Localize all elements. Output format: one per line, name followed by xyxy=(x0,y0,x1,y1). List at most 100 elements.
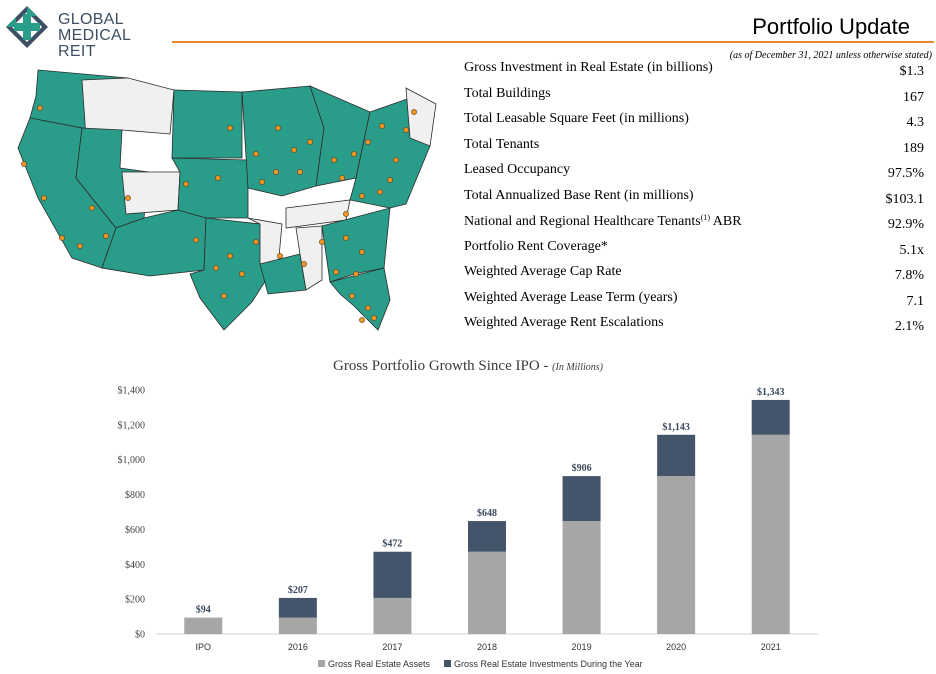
stat-row: Total Annualized Base Rent (in millions)… xyxy=(464,186,924,212)
stat-label: Gross Investment in Real Estate (in bill… xyxy=(464,60,713,76)
stat-value: $1.3 xyxy=(899,64,925,79)
bar-assets xyxy=(184,617,223,634)
property-marker xyxy=(125,195,131,201)
property-marker xyxy=(103,233,109,239)
property-marker xyxy=(41,195,47,201)
stat-row: Total Leasable Square Feet (in millions)… xyxy=(464,109,924,135)
property-marker xyxy=(411,109,417,115)
stat-value: $103.1 xyxy=(885,191,925,207)
x-tick-label: 2019 xyxy=(572,642,592,652)
property-marker xyxy=(221,293,227,299)
stat-value: 167 xyxy=(903,89,924,105)
stat-label: Total Tenants xyxy=(464,137,539,153)
us-portfolio-map xyxy=(17,69,437,331)
property-marker xyxy=(349,293,355,299)
portfolio-stats: Gross Investment in Real Estate (in bill… xyxy=(464,58,924,339)
stat-footnote-ref: (1) xyxy=(700,213,711,222)
property-marker xyxy=(379,123,385,129)
stat-row: Portfolio Rent Coverage* 5.1x xyxy=(464,237,924,263)
property-marker xyxy=(77,243,83,249)
bar-assets xyxy=(657,476,696,634)
property-marker xyxy=(227,125,233,131)
property-marker xyxy=(351,151,357,157)
property-marker xyxy=(403,127,409,133)
y-tick-label: $1,000 xyxy=(118,455,146,466)
property-marker xyxy=(239,271,245,277)
stat-label-text: Weighted Average Cap Rate xyxy=(464,264,622,279)
x-tick-label: IPO xyxy=(196,642,212,652)
stat-value: 189 xyxy=(903,140,924,156)
stat-label-text: Total Tenants xyxy=(464,136,540,152)
property-marker xyxy=(59,235,65,241)
property-marker xyxy=(277,253,283,259)
stat-label-text: Total Annualized Base Rent (in millions) xyxy=(464,187,694,203)
y-tick-label: $800 xyxy=(125,490,145,501)
legend-label: Gross Real Estate Investments During the… xyxy=(454,659,643,669)
stat-label: National and Regional Healthcare Tenants… xyxy=(464,213,742,230)
bar-total-label: $1,143 xyxy=(662,422,690,433)
stat-row: Gross Investment in Real Estate (in bill… xyxy=(464,58,924,84)
as-of-note: (as of December 31, 2021 unless otherwis… xyxy=(729,50,932,61)
property-marker xyxy=(297,169,303,175)
stat-row: National and Regional Healthcare Tenants… xyxy=(464,211,924,237)
property-marker xyxy=(377,189,383,195)
x-tick-label: 2020 xyxy=(666,642,686,652)
chart-title: Gross Portfolio Growth Since IPO - (In M… xyxy=(0,358,936,375)
stat-row: Weighted Average Cap Rate 7.8% xyxy=(464,262,924,288)
legend-label: Gross Real Estate Assets xyxy=(328,659,431,669)
property-marker xyxy=(359,249,365,255)
stat-label-text: Leased Occupancy xyxy=(464,162,571,177)
x-tick-label: 2017 xyxy=(382,642,402,652)
property-marker xyxy=(339,175,345,181)
property-marker xyxy=(253,151,259,157)
region-great-lakes xyxy=(309,85,371,187)
y-tick-label: $1,400 xyxy=(118,386,146,397)
bar-total-label: $906 xyxy=(572,463,592,474)
bar-total-label: $472 xyxy=(382,539,402,550)
chart-title-unit: (In Millions) xyxy=(552,362,603,373)
property-marker xyxy=(301,261,307,267)
bar-investments xyxy=(562,476,601,522)
property-marker xyxy=(215,175,221,181)
stat-row: Weighted Average Rent Escalations 2.1% xyxy=(464,313,924,339)
logo-cross-icon xyxy=(6,6,48,48)
stat-row: Total Buildings 167 xyxy=(464,84,924,110)
bar-investments xyxy=(751,399,790,435)
bar-total-label: $648 xyxy=(477,508,497,519)
property-marker xyxy=(333,269,339,275)
bar-total-label: $1,343 xyxy=(757,387,785,398)
property-marker xyxy=(365,139,371,145)
stat-value: 4.3 xyxy=(906,115,925,130)
stat-label: Total Buildings xyxy=(464,86,551,102)
stat-value: 5.1x xyxy=(899,242,925,258)
stat-label-text: Portfolio Rent Coverage* xyxy=(464,238,608,254)
bar-investments xyxy=(657,434,696,477)
property-marker xyxy=(365,305,371,311)
stat-label-text: Weighted Average Rent Escalations xyxy=(464,315,664,330)
property-marker xyxy=(331,157,337,163)
region-plains xyxy=(171,157,249,219)
property-marker xyxy=(227,253,233,259)
stat-value: 92.9% xyxy=(887,217,924,232)
chart-title-text: Gross Portfolio Growth Since IPO - xyxy=(333,358,553,374)
x-tick-label: 2021 xyxy=(761,642,781,652)
stat-label: Leased Occupancy xyxy=(464,162,570,178)
x-tick-label: 2018 xyxy=(477,642,497,652)
company-logo: GLOBAL MEDICAL REIT xyxy=(4,4,164,60)
bar-assets xyxy=(373,597,412,634)
region-alabama xyxy=(295,225,323,291)
property-marker xyxy=(353,271,359,277)
header-divider xyxy=(172,41,934,43)
bar-total-label: $94 xyxy=(196,605,211,616)
property-marker xyxy=(393,157,399,163)
legend-swatch xyxy=(444,660,451,667)
stat-label-text: Total Leasable Square Feet (in millions) xyxy=(464,111,689,126)
bar-investments xyxy=(373,551,412,598)
logo-line-1: GLOBAL xyxy=(58,11,124,28)
property-marker xyxy=(183,181,189,187)
stat-label: Weighted Average Lease Term (years) xyxy=(464,290,678,306)
stat-label-text: National and Regional Healthcare Tenants xyxy=(464,214,701,229)
property-marker xyxy=(213,265,219,271)
property-marker xyxy=(89,205,95,211)
property-marker xyxy=(371,315,377,321)
